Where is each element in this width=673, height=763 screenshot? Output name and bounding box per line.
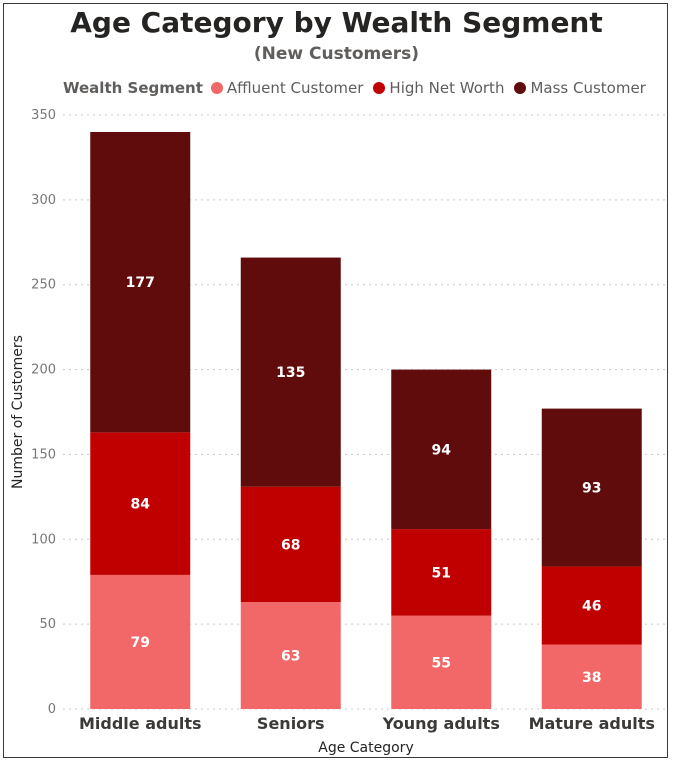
legend-marker-mass: [514, 82, 527, 94]
bar-segment[interactable]: [541, 408, 642, 567]
y-tick-label: 300: [31, 193, 56, 208]
legend-item-mass[interactable]: Mass Customer: [514, 79, 646, 97]
x-tick-label: Young adults: [382, 714, 500, 733]
legend-label-high-net-worth: High Net Worth: [389, 79, 505, 97]
legend-item-high-net-worth[interactable]: High Net Worth: [373, 79, 504, 97]
y-tick-label: 350: [31, 108, 56, 123]
legend-label-affluent: Affluent Customer: [226, 79, 364, 97]
bar-segment[interactable]: [240, 257, 341, 487]
data-label: 51: [432, 565, 451, 581]
x-axis-ticks: Middle adults Seniors Young adults Mature a…: [79, 714, 655, 733]
y-tick-label: 50: [39, 617, 56, 632]
chart-subtitle: (New Customers): [253, 44, 420, 64]
legend: Wealth Segment Affluent Customer High Ne…: [63, 77, 656, 99]
y-tick-label: 150: [31, 447, 56, 462]
bar-segment[interactable]: [391, 529, 492, 616]
data-label: 55: [432, 655, 451, 671]
y-axis-ticks: 0 50 100 150 200 250 300 350: [31, 108, 56, 717]
data-label: 68: [281, 537, 300, 553]
data-label: 84: [131, 497, 151, 513]
x-tick-label: Seniors: [257, 714, 325, 733]
y-axis-title: Number of Customers: [10, 335, 26, 489]
x-tick-label: Middle adults: [79, 714, 202, 733]
bar-segment[interactable]: [90, 131, 191, 433]
data-label: 38: [582, 670, 601, 686]
data-label: 135: [276, 365, 305, 381]
bar-segment[interactable]: [240, 486, 341, 603]
data-label: 177: [126, 275, 155, 291]
y-tick-label: 250: [31, 278, 56, 293]
y-tick-label: 100: [31, 532, 56, 547]
data-label: 93: [582, 481, 601, 497]
bar-segment[interactable]: [391, 615, 492, 709]
bar-segment[interactable]: [541, 566, 642, 645]
legend-label-mass: Mass Customer: [530, 79, 646, 97]
legend-item-affluent[interactable]: Affluent Customer: [210, 79, 364, 97]
bar-segment[interactable]: [90, 432, 191, 575]
data-label: 79: [131, 635, 150, 651]
legend-marker-affluent: [210, 82, 223, 94]
bar-segment[interactable]: [391, 369, 492, 530]
y-tick-label: 200: [31, 363, 56, 378]
bar-segment[interactable]: [240, 602, 341, 709]
x-axis-title: Age Category: [318, 740, 413, 756]
data-label: 63: [281, 649, 300, 665]
bar-segment[interactable]: [90, 574, 191, 709]
legend-marker-high-net-worth: [373, 82, 386, 94]
data-labels: 79 84 177 63 68 135 55 51 94 38 46 93: [126, 275, 602, 686]
chart-title: Age Category by Wealth Segment: [70, 6, 603, 39]
bar-segment[interactable]: [541, 644, 642, 709]
data-label: 46: [582, 598, 601, 614]
y-tick-label: 0: [48, 702, 56, 717]
legend-title: Wealth Segment: [63, 79, 203, 97]
bars: [90, 131, 642, 709]
x-tick-label: Mature adults: [529, 714, 655, 733]
gridlines: [63, 114, 665, 710]
data-label: 94: [432, 442, 452, 458]
